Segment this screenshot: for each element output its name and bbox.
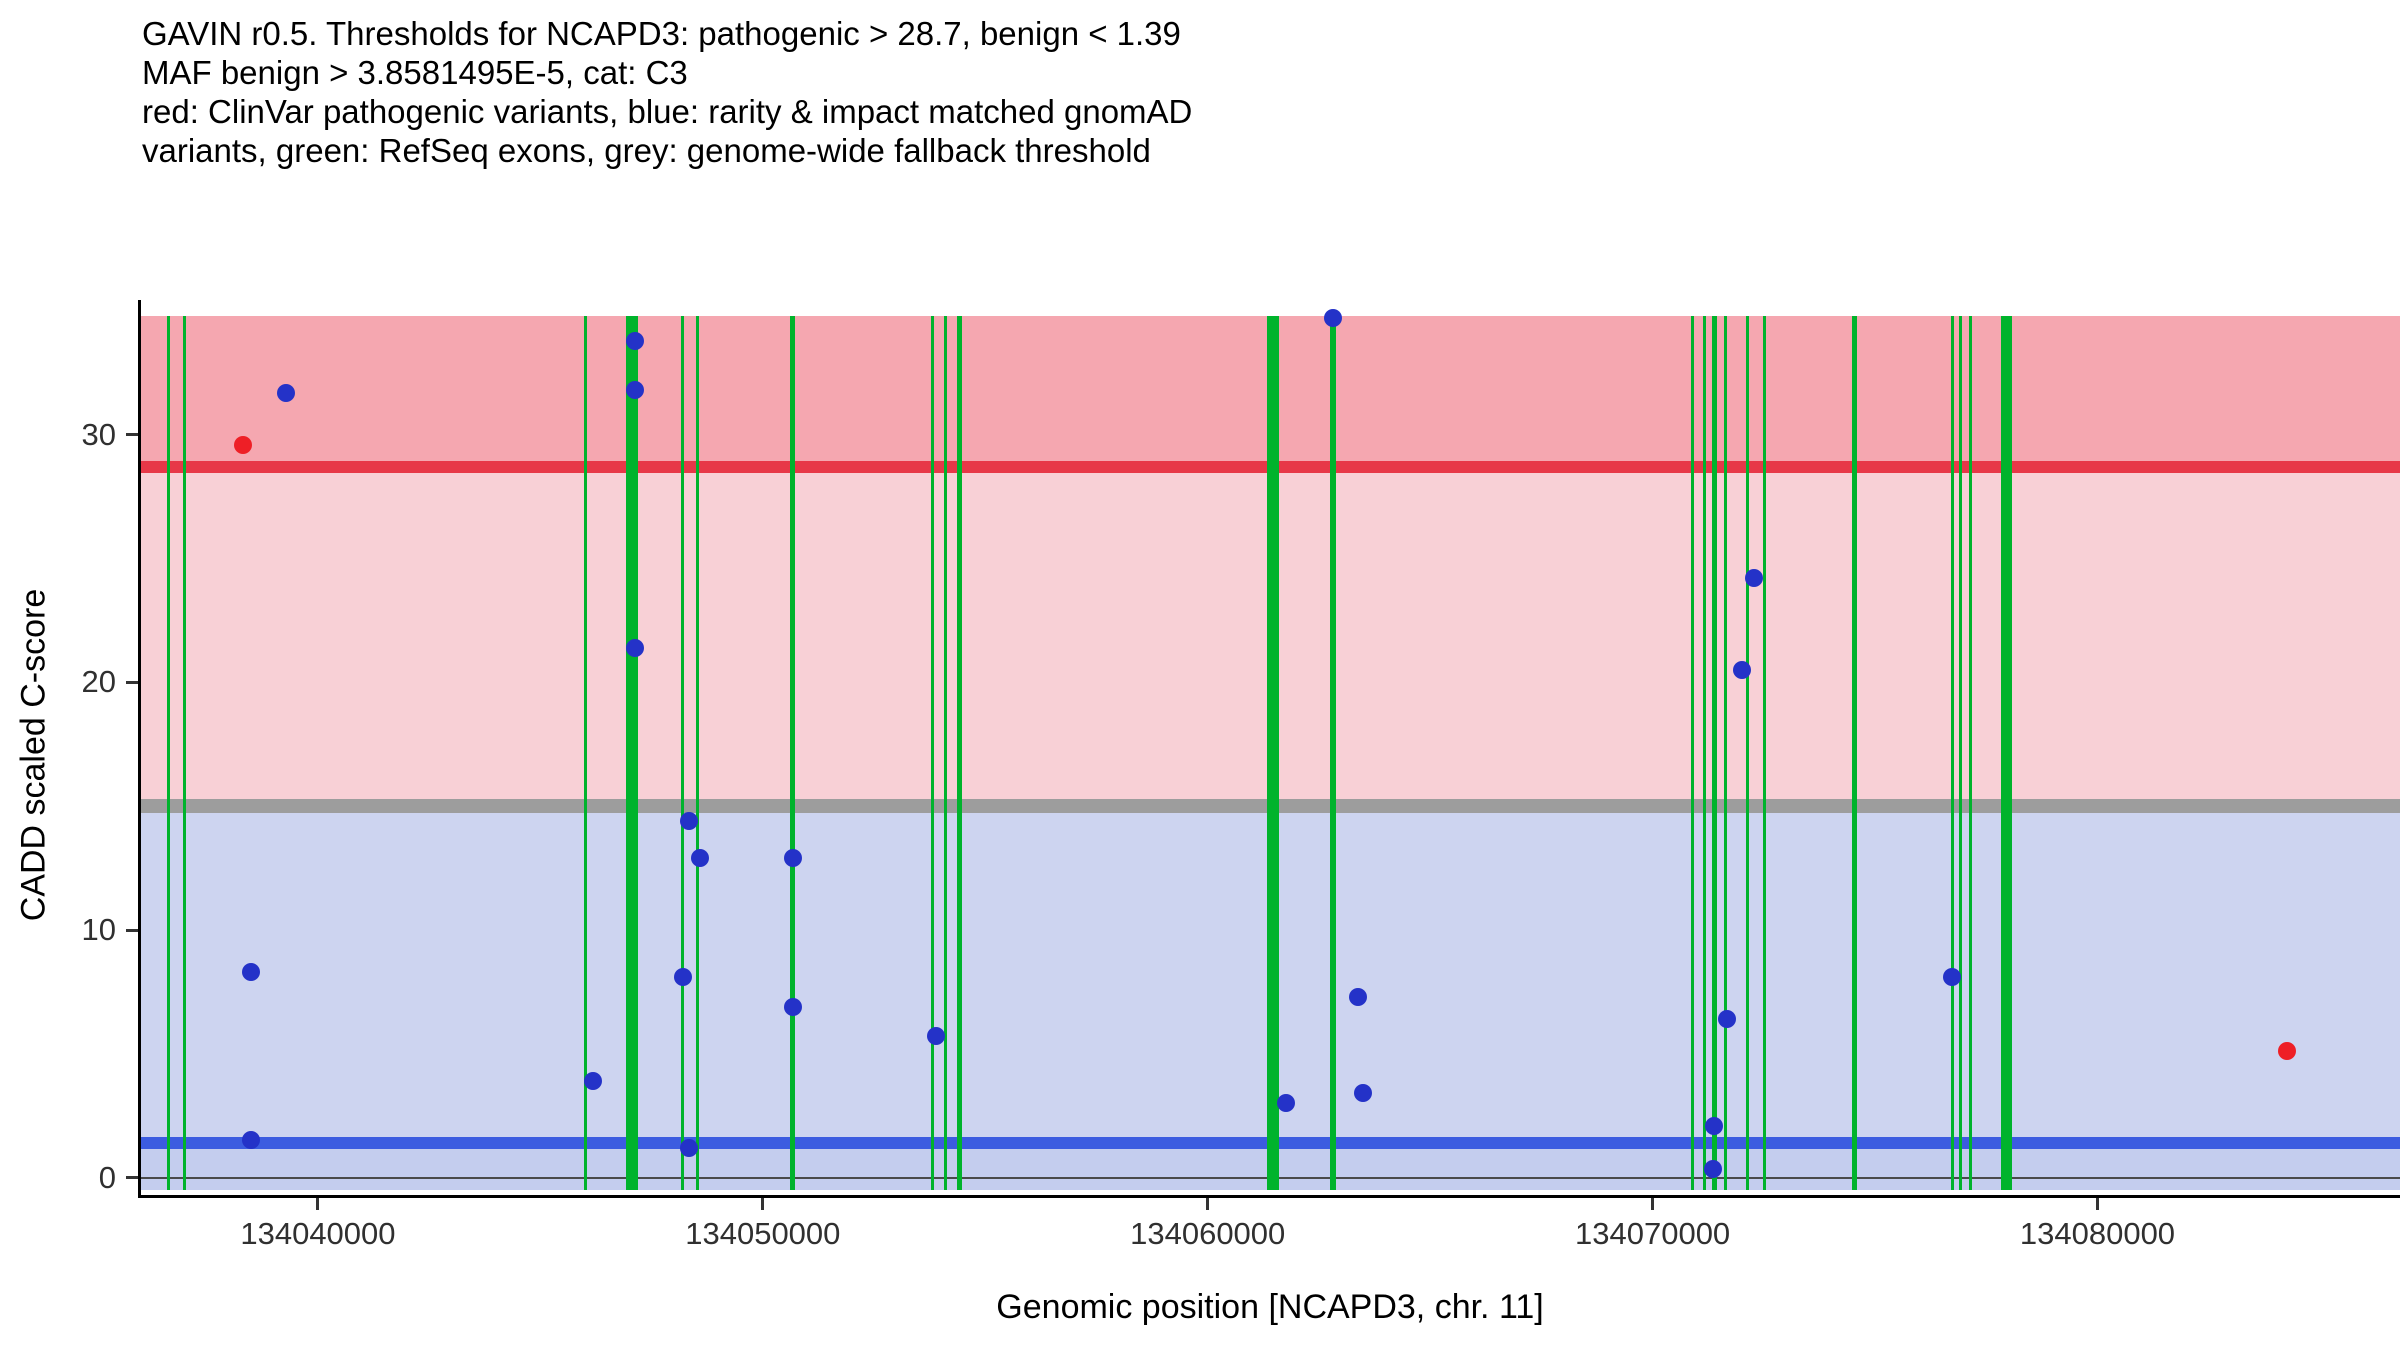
title-line-1: GAVIN r0.5. Thresholds for NCAPD3: patho… <box>142 15 1181 52</box>
refseq-exon-line <box>1724 316 1728 1190</box>
gnomad-variant-point <box>625 638 644 657</box>
gnomad-variant-point <box>1745 569 1764 588</box>
refseq-exon-line <box>790 316 796 1190</box>
refseq-exon-line <box>1763 316 1767 1190</box>
refseq-exon-line <box>1950 316 1954 1190</box>
refseq-exon-line <box>584 316 588 1190</box>
refseq-exon-line <box>1712 316 1718 1190</box>
y-axis-tick-label: 20 <box>81 664 116 700</box>
gnomad-variant-point <box>276 383 295 402</box>
x-axis-tick-label: 134050000 <box>685 1216 841 1251</box>
x-axis-tick <box>316 1198 320 1210</box>
refseq-exon-line <box>626 316 639 1190</box>
clinvar-variant-point <box>2278 1042 2297 1061</box>
refseq-exon-line <box>957 316 963 1190</box>
refseq-exon-line <box>182 316 186 1190</box>
refseq-exon-line <box>944 316 948 1190</box>
y-axis-tick <box>126 928 138 932</box>
gnomad-variant-point <box>1703 1159 1722 1178</box>
gnomad-variant-point <box>690 849 709 868</box>
gnomad-variant-point <box>926 1027 945 1046</box>
refseq-exon-line <box>167 316 171 1190</box>
y-axis-tick-label: 30 <box>81 416 116 452</box>
gnomad-variant-point <box>1705 1116 1724 1135</box>
title-line-2: MAF benign > 3.8581495E-5, cat: C3 <box>142 54 688 91</box>
plot-title: GAVIN r0.5. Thresholds for NCAPD3: patho… <box>142 14 1192 170</box>
title-line-4: variants, green: RefSeq exons, grey: gen… <box>142 132 1151 169</box>
x-axis-tick-label: 134060000 <box>1130 1216 1286 1251</box>
refseq-exon-line <box>1746 316 1750 1190</box>
gnomad-variant-point <box>1348 987 1367 1006</box>
x-axis-tick <box>761 1198 765 1210</box>
x-axis-tick-label: 134070000 <box>1575 1216 1731 1251</box>
y-axis-tick <box>126 433 138 437</box>
gnomad-variant-point <box>625 381 644 400</box>
x-axis-line <box>138 1195 2400 1198</box>
y-axis-label: CADD scaled C-score <box>14 588 53 922</box>
refseq-exon-line <box>696 316 700 1190</box>
refseq-exon-line <box>1329 316 1336 1190</box>
gnomad-variant-point <box>1276 1094 1295 1113</box>
y-axis-tick-label: 0 <box>98 1159 116 1195</box>
x-axis-tick-label: 134040000 <box>240 1216 396 1251</box>
gnomad-variant-point <box>1323 309 1342 328</box>
gnomad-variant-point <box>673 968 692 987</box>
gnomad-variant-point <box>241 963 260 982</box>
plot-area <box>140 309 2400 1190</box>
y-axis-tick <box>126 680 138 684</box>
refseq-exon-line <box>931 316 935 1190</box>
gnomad-variant-point <box>1718 1010 1737 1029</box>
gnomad-variant-point <box>783 849 802 868</box>
refseq-exon-line <box>1852 316 1858 1190</box>
gnomad-variant-point <box>1943 968 1962 987</box>
x-axis-tick <box>1206 1198 1210 1210</box>
gnomad-variant-point <box>783 997 802 1016</box>
refseq-exon-line <box>1958 316 1962 1190</box>
refseq-exon-line <box>1266 316 1279 1190</box>
refseq-exon-line <box>2000 316 2012 1190</box>
gnomad-variant-point <box>241 1131 260 1150</box>
gnomad-variant-point <box>679 812 698 831</box>
x-axis-tick <box>1651 1198 1655 1210</box>
gnomad-variant-point <box>1353 1084 1372 1103</box>
refseq-exon-line <box>1703 316 1707 1190</box>
refseq-exon-line <box>1691 316 1695 1190</box>
y-axis-tick <box>126 1176 138 1180</box>
gnomad-variant-point <box>625 331 644 350</box>
title-line-3: red: ClinVar pathogenic variants, blue: … <box>142 93 1193 130</box>
gnomad-variant-point <box>1733 661 1752 680</box>
x-axis-label: Genomic position [NCAPD3, chr. 11] <box>996 1288 1544 1326</box>
refseq-exon-line <box>1969 316 1973 1190</box>
x-axis-tick <box>2095 1198 2099 1210</box>
y-axis-tick-label: 10 <box>81 912 116 948</box>
y-axis-line <box>138 300 141 1198</box>
x-axis-tick-label: 134080000 <box>2019 1216 2176 1251</box>
gnomad-variant-point <box>583 1072 602 1091</box>
clinvar-variant-point <box>234 435 253 454</box>
refseq-exon-line <box>681 316 685 1190</box>
gnomad-variant-point <box>679 1138 698 1157</box>
